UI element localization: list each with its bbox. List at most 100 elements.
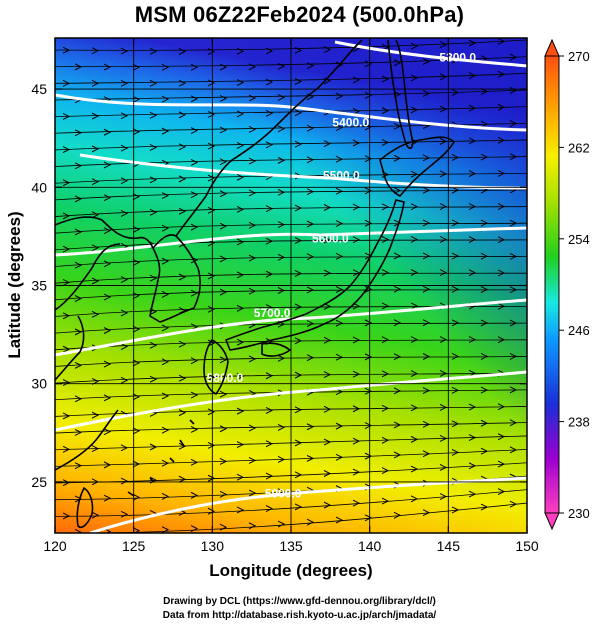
wind-arrow (439, 137, 448, 145)
wind-arrow (132, 128, 141, 136)
wind-arrow (265, 78, 274, 86)
streamline (55, 272, 527, 284)
wind-arrow (248, 457, 257, 464)
wind-arrow (74, 428, 83, 436)
streamline (55, 339, 527, 351)
wind-arrow (149, 79, 158, 87)
wind-arrow (161, 526, 170, 533)
wind-arrow (352, 236, 361, 244)
wind-arrow (497, 136, 506, 144)
wind-arrow (207, 272, 216, 280)
wind-arrow (62, 379, 71, 386)
wind-arrow (207, 142, 216, 150)
streamline (55, 122, 527, 134)
wind-arrow (422, 154, 431, 162)
lon-tick-label: 140 (358, 538, 382, 554)
wind-arrow (497, 103, 506, 111)
wind-arrow (103, 494, 112, 502)
credit-data: Data from http://database.rish.kyoto-u.a… (162, 610, 437, 621)
wind-arrow (393, 387, 402, 395)
wind-arrow (451, 186, 460, 194)
wind-arrow (248, 355, 257, 363)
wind-arrow (219, 356, 228, 364)
wind-arrow (91, 511, 100, 519)
wind-arrow (74, 195, 83, 203)
streamline (55, 422, 527, 434)
wind-arrow (509, 120, 518, 127)
wind-arrow (120, 309, 129, 317)
wind-arrow (497, 488, 506, 496)
wind-arrow (335, 453, 344, 461)
wind-arrow (265, 407, 274, 414)
wind-arrow (509, 500, 518, 508)
wind-arrow (509, 319, 518, 327)
colorbar-tick-label: 238 (568, 415, 590, 430)
colorbar-tick-label: 230 (568, 506, 590, 521)
wind-arrow (207, 305, 216, 313)
wind-arrow (294, 237, 303, 244)
colorbar: 270 262 254 246 238 230 (544, 38, 590, 531)
wind-arrow (410, 42, 419, 50)
wind-arrow (219, 288, 228, 296)
wind-arrow (161, 324, 170, 332)
wind-arrow (410, 170, 419, 178)
wind-arrow (497, 203, 506, 210)
wind-arrow (74, 395, 83, 403)
wind-arrow (497, 269, 506, 277)
wind-arrow (451, 153, 460, 161)
wind-arrow (178, 273, 187, 281)
wind-arrow (422, 420, 431, 428)
wind-arrow (393, 451, 402, 459)
wind-arrow (439, 369, 448, 377)
graticule (55, 38, 527, 533)
wind-arrow (381, 336, 390, 344)
wind-arrow (468, 203, 477, 210)
wind-arrow (149, 443, 158, 451)
wind-arrow (103, 63, 112, 71)
wind-arrow (265, 372, 274, 380)
wind-arrow (352, 405, 361, 413)
wind-arrow (410, 106, 419, 114)
wind-arrow (161, 459, 170, 467)
wind-arrow (352, 302, 361, 310)
wind-arrow (248, 522, 257, 530)
wind-arrow (248, 157, 257, 165)
lon-tick-label: 125 (122, 538, 146, 554)
lon-tick-label: 120 (43, 538, 67, 554)
longitude-axis: 120 125 130 135 140 145 150 (43, 38, 539, 554)
wind-arrow (265, 237, 274, 245)
wind-arrow (91, 244, 100, 252)
wind-arrow (294, 46, 303, 54)
streamline (55, 289, 527, 301)
wind-arrow (207, 441, 216, 449)
wind-arrow (149, 144, 158, 151)
wind-arrow (294, 303, 303, 311)
wind-arrow (393, 187, 402, 194)
wind-arrow (178, 175, 187, 183)
wind-arrow (207, 408, 216, 416)
wind-arrow (265, 205, 274, 213)
wind-arrow (248, 63, 257, 71)
wind-arrow (91, 112, 100, 120)
wind-arrow (364, 387, 373, 395)
wind-arrow (335, 124, 344, 131)
wind-arrow (352, 139, 361, 147)
wind-arrow (74, 162, 83, 170)
wind-arrow (393, 59, 402, 67)
wind-arrow (422, 285, 431, 293)
wind-arrow (120, 376, 129, 384)
lat-tick-label: 25 (31, 474, 47, 490)
wind-arrow (103, 360, 112, 368)
wind-arrow (277, 423, 286, 431)
wind-arrow (178, 475, 187, 483)
wind-arrow (468, 170, 477, 178)
wind-arrow (335, 155, 344, 163)
wind-arrow (161, 95, 170, 103)
wind-arrow (74, 495, 83, 503)
height-contours (55, 40, 527, 533)
wind-arrow (161, 392, 170, 400)
wind-arrow (439, 435, 448, 442)
wind-arrow (468, 104, 477, 112)
wind-arrow (190, 63, 199, 71)
wind-arrow (236, 373, 245, 380)
